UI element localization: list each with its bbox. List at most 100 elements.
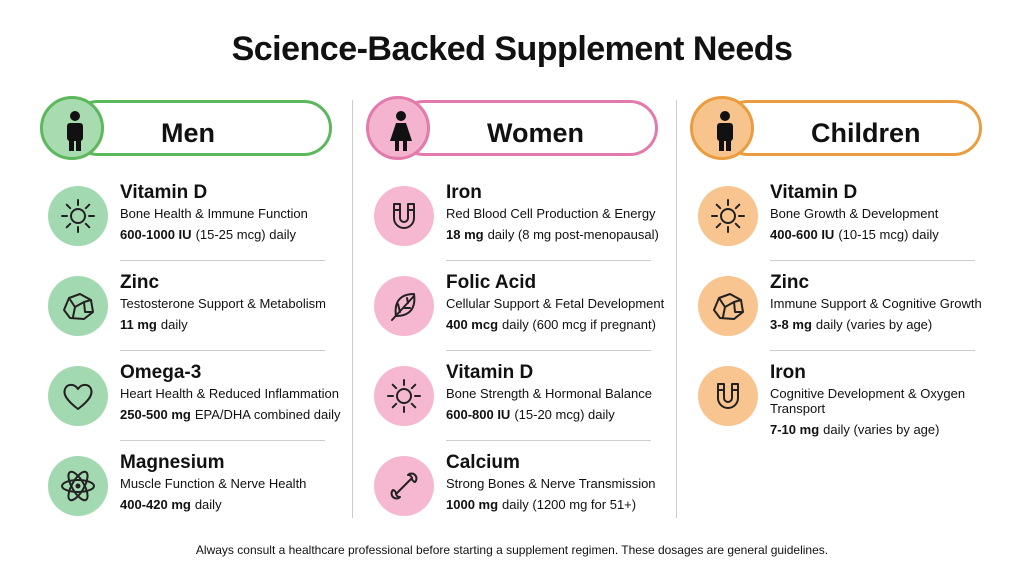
supplement-dose: 7-10 mg daily (varies by age)	[770, 422, 998, 437]
supplement-name: Zinc	[120, 272, 160, 293]
supplement-name: Folic Acid	[446, 272, 537, 293]
separator	[446, 350, 651, 351]
supplement-name: Iron	[446, 182, 482, 203]
supplement-dose: 11 mg daily	[120, 317, 348, 332]
title: Science-Backed Supplement Needs	[231, 30, 793, 68]
supplement-text: Iron Cognitive Development & Oxygen Trans…	[770, 362, 998, 437]
dose-amount: 3-8 mg	[770, 317, 812, 332]
separator	[120, 260, 325, 261]
dose-amount: 7-10 mg	[770, 422, 820, 437]
supplement-dose: 400 mcg daily (600 mcg if pregnant)	[446, 317, 674, 332]
supplement-text: Omega-3 Heart Health & Reduced Inflammati…	[120, 362, 348, 422]
separator	[446, 440, 651, 441]
supplement-dose: 400-420 mg daily	[120, 497, 348, 512]
supplement-item: Iron Cognitive Development & Oxygen Trans…	[698, 362, 990, 452]
supplement-name: Iron	[770, 362, 806, 383]
supplement-benefit: Bone Strength & Hormonal Balance	[446, 386, 652, 401]
column: Women Iron Red Blood Cell Production & Ene…	[366, 96, 666, 526]
dose-detail: (15-20 mcg) daily	[514, 407, 615, 422]
separator	[120, 350, 325, 351]
dose-amount: 400-420 mg	[120, 497, 191, 512]
dose-detail: daily	[194, 497, 222, 512]
supplement-benefit: Strong Bones & Nerve Transmission	[446, 476, 656, 491]
header-icon	[690, 96, 754, 160]
dose-amount: 1000 mg	[446, 497, 499, 512]
dose-detail: (10-15 mcg) daily	[838, 227, 939, 242]
dose-amount: 18 mg	[446, 227, 484, 242]
supplement-icon	[48, 276, 108, 336]
dose-amount: 600-1000 IU	[120, 227, 192, 242]
column-label: Men	[161, 118, 215, 148]
dose-detail: daily (varies by age)	[823, 422, 940, 437]
supplement-item: Zinc Immune Support & Cognitive Growth 3-8…	[698, 272, 990, 362]
supplement-benefit: Immune Support & Cognitive Growth	[770, 296, 982, 311]
supplement-benefit: Red Blood Cell Production & Energy	[446, 206, 656, 221]
supplement-icon	[374, 456, 434, 516]
supplement-dose: 250-500 mg EPA/DHA combined daily	[120, 407, 348, 422]
dose-detail: daily (600 mcg if pregnant)	[502, 317, 656, 332]
dose-amount: 400 mcg	[446, 317, 499, 332]
supplement-benefit: Bone Growth & Development	[770, 206, 939, 221]
supplement-dose: 600-1000 IU (15-25 mcg) daily	[120, 227, 348, 242]
separator	[120, 440, 325, 441]
supplement-item: Vitamin D Bone Growth & Development 400-60…	[698, 182, 990, 272]
supplement-item: Calcium Strong Bones & Nerve Transmission…	[374, 452, 666, 542]
supplement-name: Zinc	[770, 272, 810, 293]
dose-amount: 11 mg	[120, 317, 157, 332]
footer-note: Always consult a healthcare professional…	[195, 543, 829, 557]
supplement-dose: 600-800 IU (15-20 mcg) daily	[446, 407, 674, 422]
separator	[770, 350, 975, 351]
supplement-dose: 3-8 mg daily (varies by age)	[770, 317, 998, 332]
supplement-name: Vitamin D	[120, 182, 208, 203]
supplement-dose: 18 mg daily (8 mg post-menopausal)	[446, 227, 674, 242]
dose-amount: 250-500 mg	[120, 407, 191, 422]
dose-detail: daily (varies by age)	[815, 317, 933, 332]
supplement-text: Zinc Testosterone Support & Metabolism 11 …	[120, 272, 348, 332]
supplement-text: Vitamin D Bone Health & Immune Function 60…	[120, 182, 348, 242]
supplement-name: Vitamin D	[446, 362, 534, 383]
supplement-benefit: Bone Health & Immune Function	[120, 206, 308, 221]
supplement-dose: 1000 mg daily (1200 mg for 51+)	[446, 497, 674, 512]
supplement-item: Omega-3 Heart Health & Reduced Inflammati…	[48, 362, 341, 452]
supplement-name: Magnesium	[120, 452, 225, 473]
supplement-icon	[698, 366, 758, 426]
supplement-text: Iron Red Blood Cell Production & Energy 18…	[446, 182, 674, 242]
supplement-icon	[374, 366, 434, 426]
column-header: Women	[396, 100, 658, 156]
supplement-text: Magnesium Muscle Function & Nerve Health 4…	[120, 452, 348, 512]
supplement-name: Omega-3	[120, 362, 202, 383]
column-label: Women	[487, 118, 585, 148]
dose-detail: EPA/DHA combined daily	[194, 407, 341, 422]
supplement-benefit: Cognitive Development & Oxygen Transport	[770, 386, 966, 416]
separator	[770, 260, 975, 261]
column-label: Children	[811, 118, 921, 148]
supplement-name: Calcium	[446, 452, 520, 473]
divider	[352, 100, 353, 518]
supplement-text: Vitamin D Bone Growth & Development 400-60…	[770, 182, 998, 242]
supplement-text: Calcium Strong Bones & Nerve Transmission…	[446, 452, 674, 512]
dose-detail: daily (1200 mg for 51+)	[502, 497, 637, 512]
supplement-icon	[698, 276, 758, 336]
supplement-icon	[374, 186, 434, 246]
divider	[676, 100, 677, 518]
header-icon	[40, 96, 104, 160]
supplement-item: Zinc Testosterone Support & Metabolism 11 …	[48, 272, 340, 362]
supplement-text: Zinc Immune Support & Cognitive Growth 3-8…	[770, 272, 998, 332]
dose-detail: daily (8 mg post-menopausal)	[487, 227, 659, 242]
supplement-name: Vitamin D	[770, 182, 858, 203]
supplement-item: Iron Red Blood Cell Production & Energy 18…	[374, 182, 666, 272]
supplement-icon	[48, 366, 108, 426]
supplement-dose: 400-600 IU (10-15 mcg) daily	[770, 227, 998, 242]
supplement-text: Folic Acid Cellular Support & Fetal Devel…	[446, 272, 674, 332]
supplement-icon	[48, 456, 108, 516]
separator	[446, 260, 651, 261]
column-header: Children	[720, 100, 982, 156]
supplement-item: Vitamin D Bone Health & Immune Function 60…	[48, 182, 340, 272]
dose-detail: daily	[160, 317, 188, 332]
supplement-icon	[698, 186, 758, 246]
supplement-item: Folic Acid Cellular Support & Fetal Devel…	[374, 272, 666, 362]
supplement-item: Magnesium Muscle Function & Nerve Health 4…	[48, 452, 340, 542]
dose-amount: 600-800 IU	[446, 407, 511, 422]
column-header: Men	[70, 100, 332, 156]
